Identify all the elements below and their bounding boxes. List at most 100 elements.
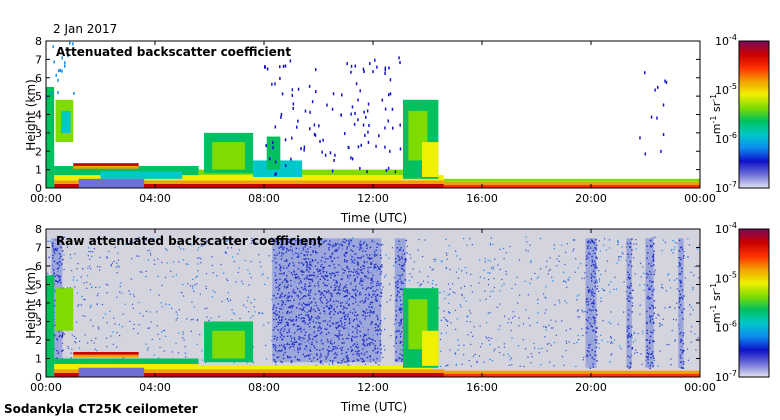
signal-speck — [373, 266, 376, 268]
signal-speck — [342, 268, 344, 270]
noise-speck — [183, 248, 185, 250]
signal-speck — [329, 299, 332, 302]
signal-speck — [56, 357, 58, 359]
noise-speck — [382, 356, 384, 358]
noise-speck — [618, 256, 620, 259]
noise-speck — [574, 271, 576, 273]
noise-speck — [182, 333, 184, 335]
noise-speck — [669, 306, 671, 308]
signal-speck — [363, 260, 365, 263]
signal-speck — [277, 329, 279, 331]
signal-speck — [680, 338, 682, 341]
signal-speck — [285, 277, 287, 280]
signal-speck — [361, 284, 363, 286]
noise-speck — [182, 331, 184, 333]
signal-speck — [371, 306, 373, 309]
noise-speck — [84, 315, 86, 317]
signal-speck — [402, 249, 404, 252]
signal-speck — [284, 347, 287, 349]
noise-speck — [514, 315, 516, 317]
signal-speck — [291, 306, 293, 309]
noise-speck — [492, 243, 494, 245]
signal-speck — [328, 308, 331, 311]
noise-speck — [676, 278, 678, 280]
cloud-speck — [398, 56, 400, 60]
signal-speck — [347, 313, 349, 316]
noise-speck — [660, 286, 663, 288]
noise-speck — [231, 256, 234, 258]
signal-speck — [678, 257, 680, 259]
noise-speck — [668, 306, 670, 308]
noise-speck — [233, 260, 235, 263]
noise-speck — [114, 238, 116, 241]
backscatter-column — [46, 275, 55, 377]
signal-speck — [678, 239, 681, 242]
noise-speck — [553, 341, 556, 344]
backscatter-column — [212, 142, 245, 170]
signal-speck — [346, 248, 348, 250]
noise-speck — [666, 343, 668, 346]
noise-speck — [640, 353, 642, 355]
signal-speck — [585, 264, 587, 267]
signal-speck — [307, 251, 309, 253]
noise-speck — [674, 340, 676, 342]
signal-speck — [286, 311, 288, 313]
noise-speck — [485, 336, 487, 338]
noise-speck — [198, 247, 200, 249]
signal-speck — [322, 276, 324, 278]
backscatter-layer — [54, 180, 444, 184]
noise-speck — [445, 318, 447, 321]
signal-speck — [281, 246, 283, 248]
noise-speck — [470, 331, 472, 333]
noise-speck — [468, 310, 471, 312]
signal-speck — [586, 355, 588, 358]
signal-speck — [60, 255, 62, 258]
noise-speck — [384, 276, 386, 278]
cloud-speck — [350, 112, 352, 116]
noise-speck — [565, 329, 567, 332]
noise-speck — [618, 259, 620, 261]
signal-speck — [399, 249, 402, 251]
signal-speck — [310, 319, 312, 321]
noise-speck — [148, 327, 150, 329]
noise-speck — [119, 334, 121, 337]
signal-speck — [318, 291, 320, 293]
noise-speck — [108, 250, 110, 253]
signal-speck — [279, 269, 282, 272]
signal-speck — [652, 307, 655, 310]
noise-speck — [435, 284, 437, 286]
signal-speck — [320, 331, 323, 334]
noise-speck — [623, 281, 625, 283]
noise-speck — [552, 280, 554, 282]
noise-speck — [225, 278, 228, 280]
noise-speck — [187, 283, 189, 285]
signal-speck — [360, 357, 362, 360]
noise-speck — [193, 306, 195, 308]
noise-speck — [378, 364, 380, 366]
signal-speck — [316, 334, 318, 336]
signal-speck — [315, 321, 317, 324]
cloud-speck — [351, 105, 354, 109]
signal-speck — [295, 316, 297, 318]
noise-speck — [600, 300, 602, 302]
signal-speck — [320, 291, 322, 294]
noise-speck — [157, 357, 160, 359]
noise-speck — [125, 243, 127, 245]
noise-speck — [73, 276, 75, 278]
noise-speck — [116, 332, 118, 334]
signal-speck — [341, 323, 343, 325]
noise-speck — [621, 246, 623, 248]
signal-speck — [380, 244, 382, 246]
signal-speck — [279, 246, 282, 248]
noise-speck — [690, 341, 692, 343]
signal-speck — [631, 311, 633, 313]
noise-speck — [63, 236, 66, 238]
noise-speck — [518, 325, 520, 327]
signal-speck — [284, 328, 286, 330]
noise-speck — [254, 311, 256, 313]
backscatter-blob — [78, 367, 145, 377]
signal-speck — [344, 321, 346, 324]
signal-speck — [327, 301, 329, 303]
signal-speck — [304, 246, 306, 248]
signal-speck — [681, 271, 683, 273]
